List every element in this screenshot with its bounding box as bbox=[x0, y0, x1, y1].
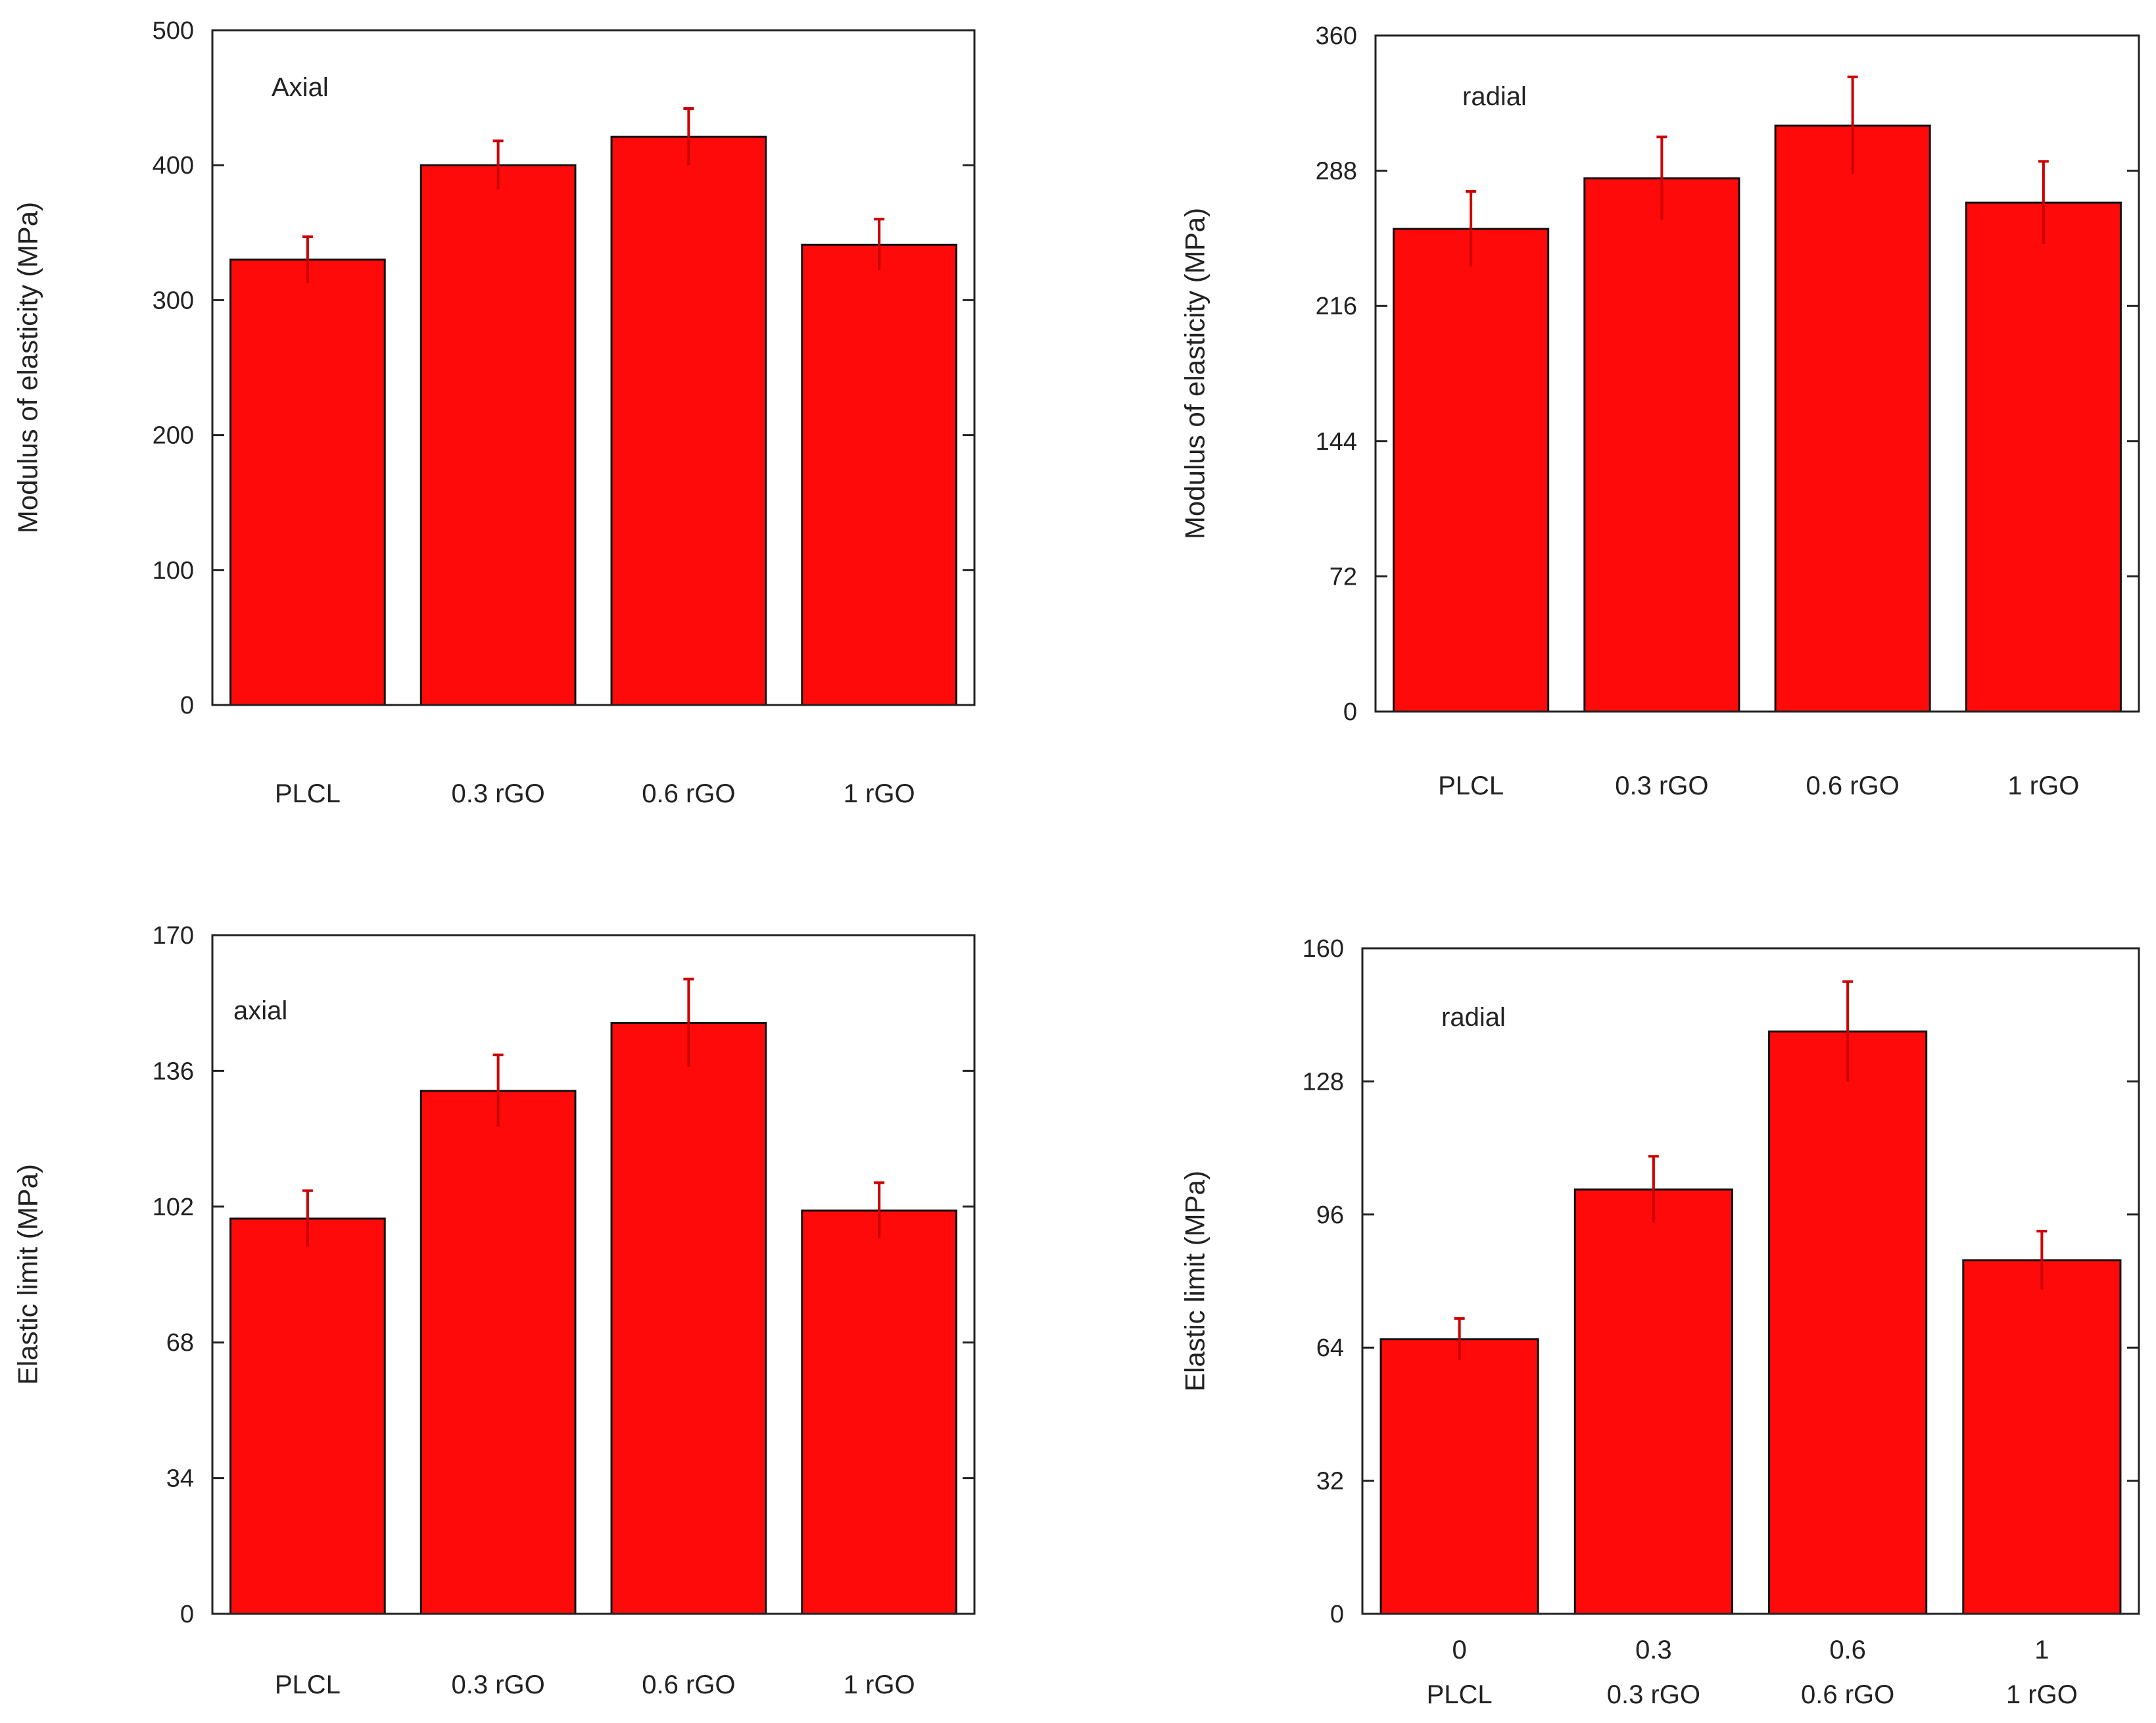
y-axis-label: Modulus of elasticity (MPa) bbox=[1180, 208, 1210, 539]
bar-0.6-rGO bbox=[610, 135, 767, 706]
y-tick-label: 100 bbox=[153, 557, 194, 585]
category-label: 0.3 rGO bbox=[1607, 1680, 1700, 1709]
y-tick-label: 0 bbox=[1330, 1601, 1344, 1628]
y-tick-label: 136 bbox=[153, 1057, 194, 1085]
category-label: PLCL bbox=[1438, 771, 1504, 800]
panel-annotation: axial bbox=[233, 996, 287, 1025]
y-tick-label: 200 bbox=[153, 422, 194, 450]
y-tick-label: 128 bbox=[1303, 1068, 1344, 1096]
y-tick-label: 170 bbox=[153, 922, 194, 950]
bar-0.6-rGO bbox=[1774, 124, 1931, 713]
x-tick-label: 1 bbox=[2034, 1636, 2049, 1664]
x-tick-label: 0.6 bbox=[1829, 1636, 1866, 1664]
panel-annotation: radial bbox=[1462, 82, 1527, 111]
y-axis-label: Elastic limit (MPa) bbox=[1180, 1171, 1210, 1392]
plot-frame bbox=[211, 934, 976, 1615]
category-label: 0.6 rGO bbox=[1801, 1680, 1894, 1709]
bar-1-rGO bbox=[1965, 201, 2122, 713]
category-label: 0.6 rGO bbox=[1806, 771, 1899, 800]
y-tick-label: 360 bbox=[1316, 22, 1357, 50]
category-label: 0.6 rGO bbox=[642, 779, 735, 808]
y-tick-label: 400 bbox=[153, 152, 194, 180]
panel-annotation: radial bbox=[1441, 1003, 1506, 1032]
category-label: 0.6 rGO bbox=[642, 1670, 735, 1699]
y-tick-label: 64 bbox=[1316, 1334, 1344, 1362]
bar-0.6-rGO bbox=[1768, 1031, 1928, 1615]
bar-PLCL bbox=[229, 258, 386, 706]
category-label: PLCL bbox=[1427, 1680, 1493, 1709]
y-tick-label: 0 bbox=[1343, 698, 1357, 726]
y-tick-label: 300 bbox=[153, 287, 194, 314]
panel-annotation: Axial bbox=[272, 73, 329, 102]
bar-0.6-rGO bbox=[610, 1022, 767, 1615]
chart-panel-top-left: 0 100 200 300 400 500 PLCL 0.3 rGO 0.6 rGO 1 rGO A… bbox=[12, 17, 976, 808]
category-label: 0.3 rGO bbox=[451, 1670, 544, 1699]
x-tick-label: 0.3 bbox=[1635, 1636, 1672, 1664]
y-axis-label: Modulus of elasticity (MPa) bbox=[12, 202, 43, 533]
bar-PLCL bbox=[229, 1217, 386, 1615]
category-label: 1 rGO bbox=[2007, 771, 2079, 800]
category-label: 1 rGO bbox=[844, 779, 915, 808]
y-tick-label: 216 bbox=[1316, 293, 1357, 320]
y-tick-label: 32 bbox=[1316, 1468, 1344, 1495]
bar-0.3-rGO bbox=[419, 164, 577, 706]
chart-panel-bottom-left: 0 34 68 102 136 170 PLCL 0.3 rGO 0.6 rGO 1 rGO axi… bbox=[12, 922, 976, 1699]
y-tick-label: 288 bbox=[1316, 158, 1357, 185]
y-tick-label: 34 bbox=[166, 1465, 194, 1493]
plot-frame bbox=[1374, 34, 2140, 713]
y-axis-label: Elastic limit (MPa) bbox=[12, 1164, 43, 1385]
y-tick-label: 68 bbox=[166, 1329, 194, 1357]
chart-panel-top-right: 0 72 144 216 288 360 PLCL 0.3 rGO 0.6 rGO 1 rGO ra… bbox=[1180, 22, 2140, 800]
y-tick-label: 72 bbox=[1330, 563, 1357, 591]
y-tick-label: 0 bbox=[180, 1601, 194, 1628]
bar-PLCL bbox=[1393, 228, 1550, 713]
y-tick-label: 102 bbox=[153, 1194, 194, 1221]
bar-1-rGO bbox=[1962, 1259, 2122, 1615]
plot-frame bbox=[1361, 947, 2140, 1615]
y-tick-label: 96 bbox=[1316, 1201, 1344, 1229]
bar-0.3-rGO bbox=[419, 1090, 577, 1615]
y-tick-label: 500 bbox=[153, 17, 194, 45]
y-tick-label: 144 bbox=[1316, 428, 1357, 456]
bar-PLCL bbox=[1379, 1338, 1539, 1615]
bar-1-rGO bbox=[801, 1209, 957, 1615]
category-label: PLCL bbox=[275, 779, 341, 808]
category-label: 1 rGO bbox=[2006, 1680, 2078, 1709]
bar-0.3-rGO bbox=[1573, 1188, 1733, 1615]
bar-0.3-rGO bbox=[1583, 177, 1740, 713]
category-label: 1 rGO bbox=[844, 1670, 915, 1699]
category-label: PLCL bbox=[275, 1670, 341, 1699]
category-label: 0.3 rGO bbox=[451, 779, 544, 808]
y-tick-label: 0 bbox=[180, 692, 194, 719]
y-tick-label: 160 bbox=[1303, 935, 1344, 963]
x-tick-label: 0 bbox=[1452, 1636, 1467, 1664]
plot-frame bbox=[211, 29, 976, 706]
chart-panel-bottom-right: 0 32 64 96 128 160 0 PLCL 0.3 0.3 rGO 0.6 0.6 rGO 1 1… bbox=[1180, 935, 2140, 1709]
category-label: 0.3 rGO bbox=[1615, 771, 1708, 800]
bar-1-rGO bbox=[801, 243, 957, 706]
